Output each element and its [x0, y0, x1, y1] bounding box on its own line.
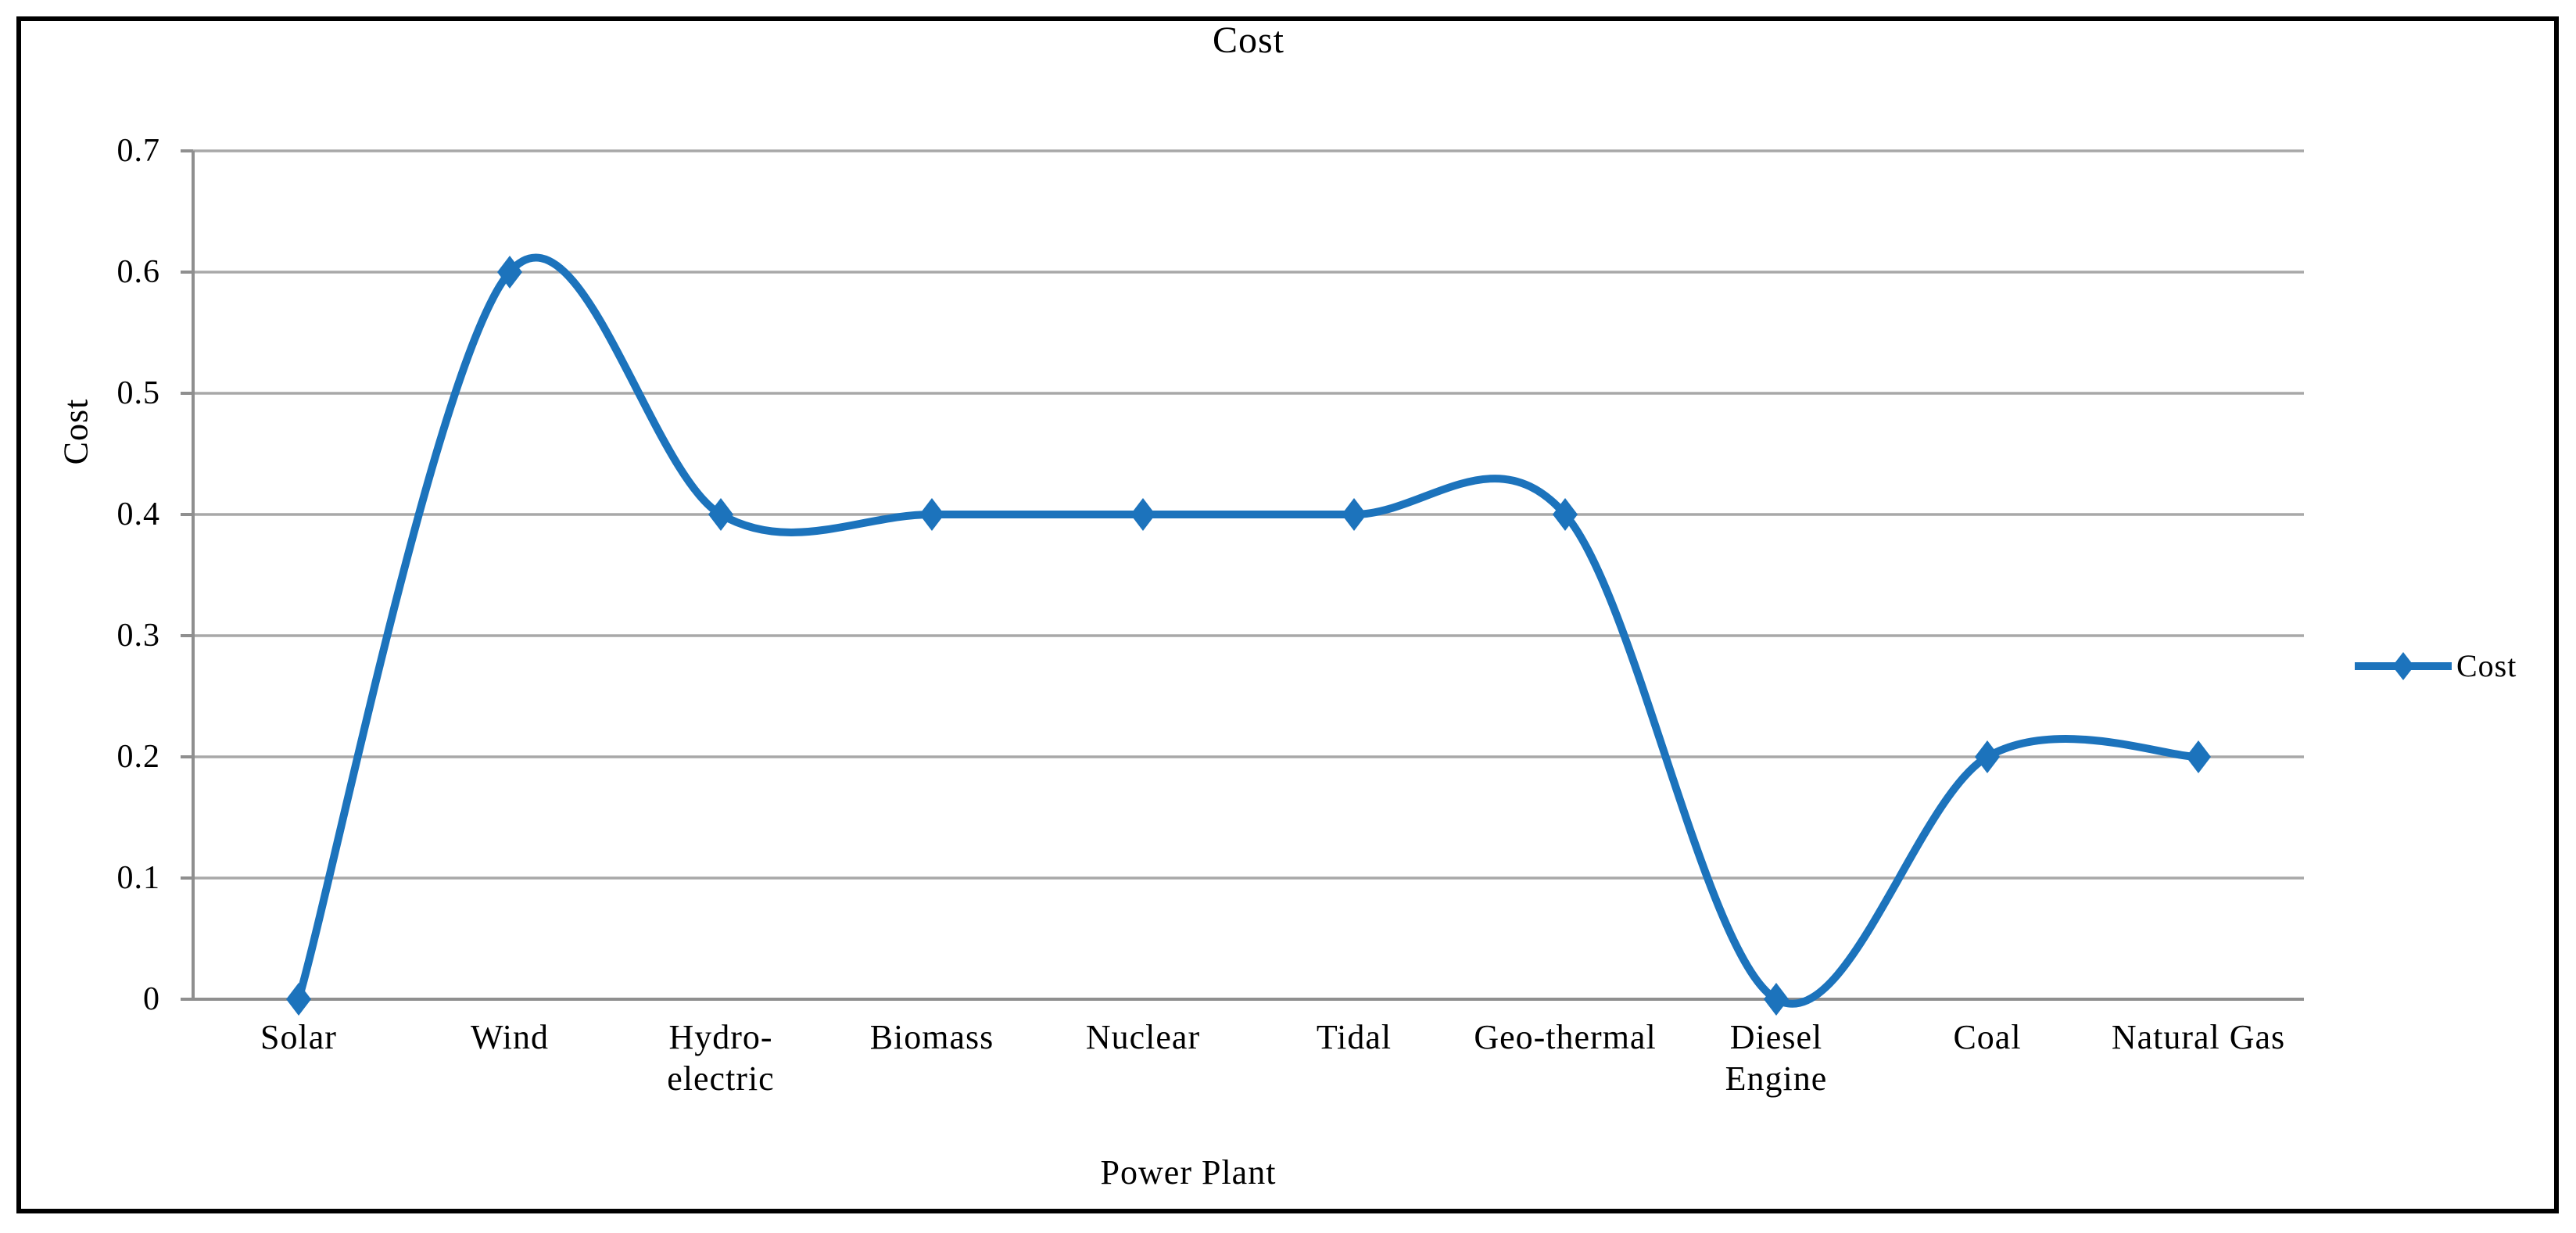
- y-tick-label: 0.7: [116, 133, 160, 169]
- x-category-label: Hydro-electric: [611, 1016, 830, 1099]
- y-tick-label: 0.1: [116, 860, 160, 896]
- x-category-label: Solar: [189, 1016, 408, 1058]
- x-category-label-line: Engine: [1725, 1059, 1828, 1098]
- x-axis-title: Power Plant: [1100, 1153, 1277, 1192]
- data-point-marker: [497, 256, 522, 289]
- chart-title: Cost: [1212, 20, 1285, 61]
- y-tick-label: 0.6: [116, 254, 160, 290]
- x-category-label-line: Biomass: [869, 1018, 994, 1056]
- data-point-marker: [1975, 740, 2000, 773]
- x-category-label-line: Tidal: [1316, 1018, 1392, 1056]
- y-tick-label: 0.3: [116, 618, 160, 654]
- data-point-marker: [2186, 740, 2211, 773]
- x-category-label: Coal: [1878, 1016, 2097, 1058]
- x-category-label: Nuclear: [1034, 1016, 1252, 1058]
- data-point-marker: [1130, 498, 1155, 531]
- x-category-label: Biomass: [822, 1016, 1041, 1058]
- data-point-marker: [919, 498, 944, 531]
- data-point-marker: [1553, 498, 1578, 531]
- x-category-label-line: Solar: [260, 1018, 337, 1056]
- x-category-label-line: Natural Gas: [2111, 1018, 2286, 1056]
- legend-line-swatch: [2355, 652, 2452, 680]
- x-category-label: Geo-thermal: [1456, 1016, 1675, 1058]
- data-point-marker: [708, 498, 733, 531]
- x-category-label: Diesel Engine: [1667, 1016, 1886, 1099]
- x-category-label: Tidal: [1245, 1016, 1464, 1058]
- x-category-label: Wind: [400, 1016, 619, 1058]
- y-tick-label: 0.5: [116, 375, 160, 411]
- x-category-label-line: Geo-thermal: [1474, 1018, 1657, 1056]
- x-category-label-line: Wind: [471, 1018, 549, 1056]
- x-category-label-line: Nuclear: [1085, 1018, 1201, 1056]
- x-category-label-line: Coal: [1953, 1018, 2022, 1056]
- x-category-label-line: Diesel: [1729, 1018, 1823, 1056]
- y-tick-label: 0.2: [116, 739, 160, 775]
- x-category-label: Natural Gas: [2089, 1016, 2308, 1058]
- cost-series-line: [295, 253, 2202, 1008]
- legend-entry-cost: Cost: [2456, 648, 2517, 683]
- y-tick-label: 0: [143, 981, 160, 1017]
- data-point-marker: [1764, 983, 1789, 1016]
- x-category-label-line: electric: [667, 1059, 775, 1098]
- outer-border: [16, 16, 2559, 1213]
- data-point-marker: [286, 983, 311, 1016]
- legend: Cost: [2352, 641, 2517, 691]
- data-point-marker: [1342, 498, 1367, 531]
- y-tick-label: 0.4: [116, 496, 160, 532]
- x-category-label-line: Hydro-: [668, 1018, 773, 1056]
